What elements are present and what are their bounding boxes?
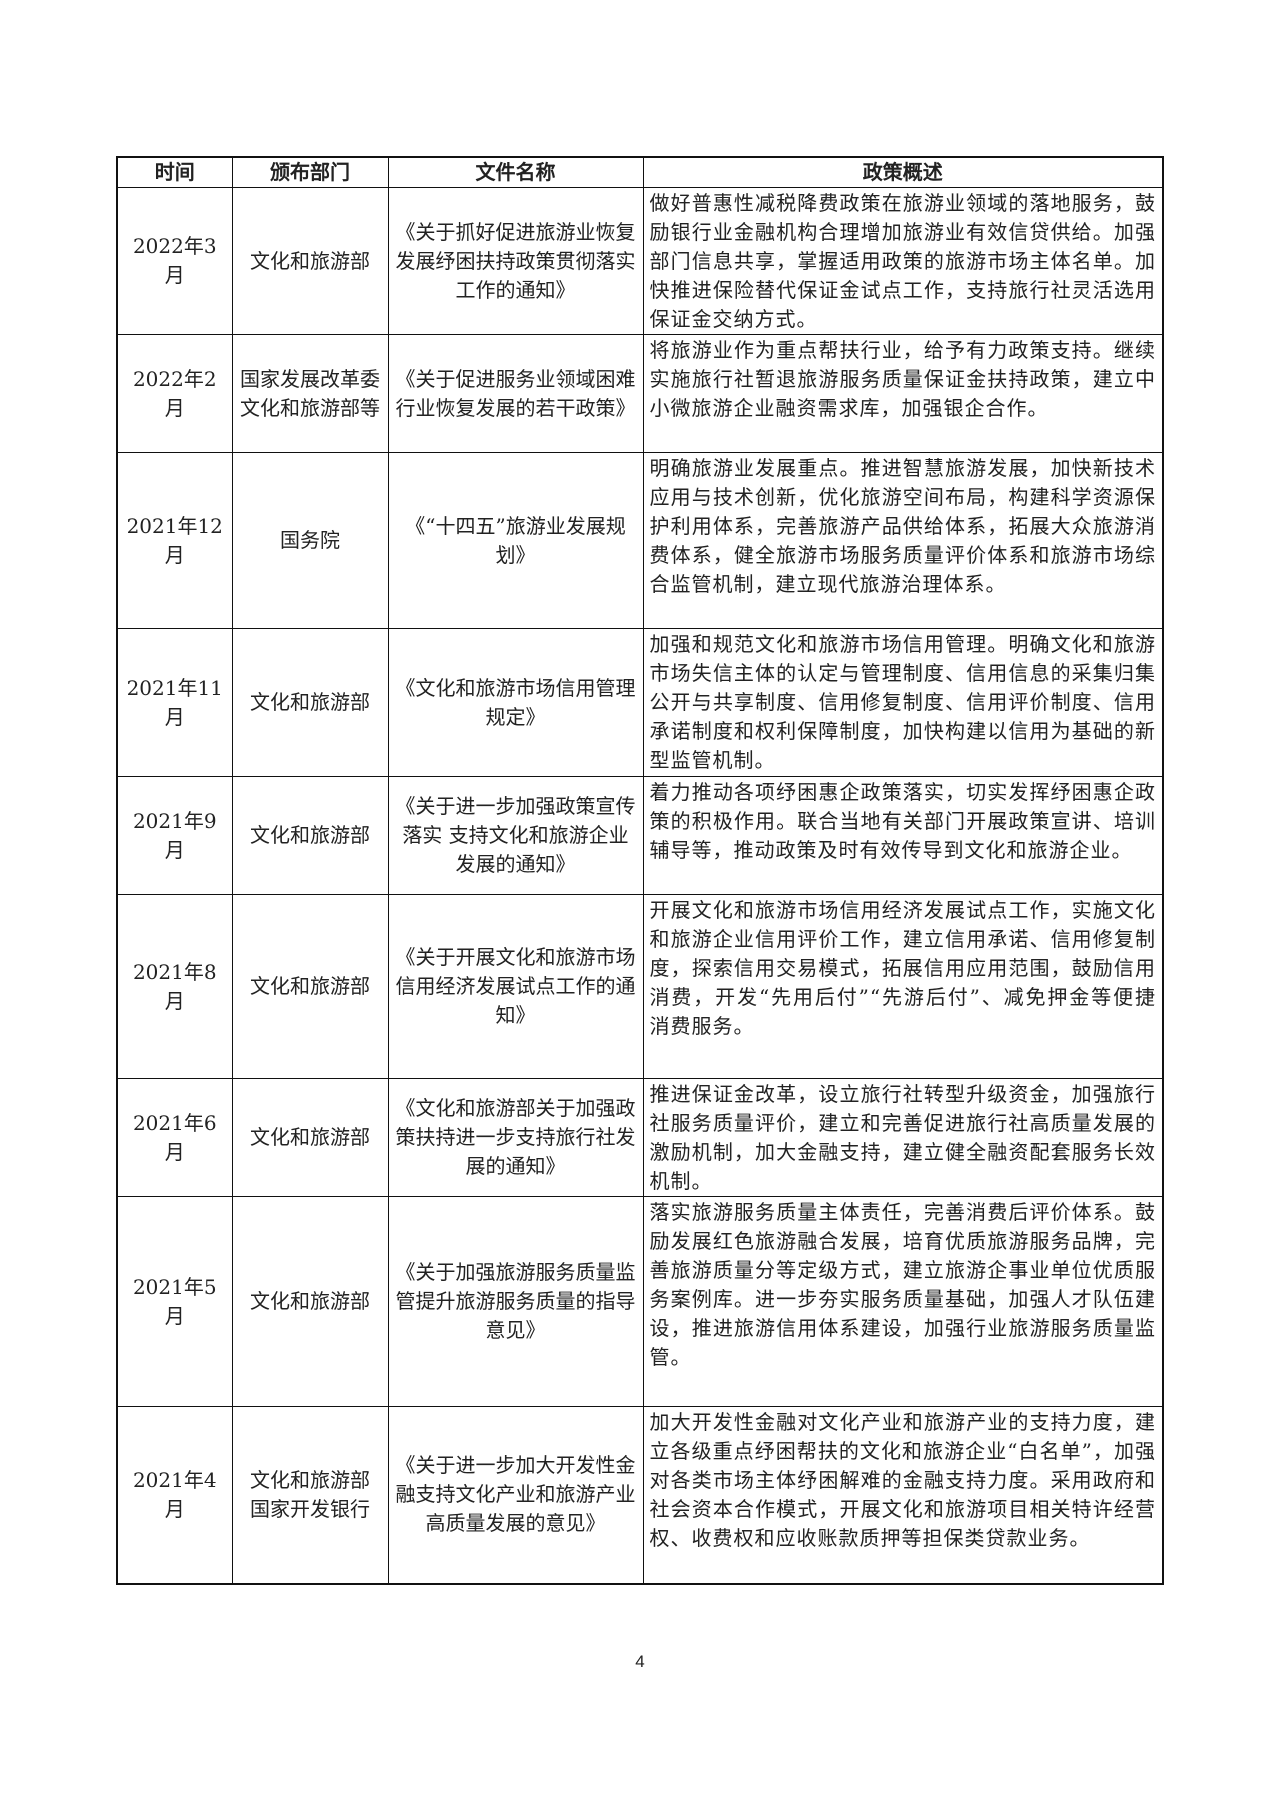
row-summary: 开展文化和旅游市场信用经济发展试点工作，实施文化和旅游企业信用评价工作，建立信用…: [642, 894, 1164, 1079]
table-row: 2021年8月 文化和旅游部 《关于开展文化和旅游市场信用经济发展试点工作的通知》开…: [116, 894, 1164, 1079]
page-number: 4: [635, 1652, 645, 1671]
row-department: 文化和旅游部: [231, 1196, 389, 1407]
row-summary: 加大开发性金融对文化产业和旅游产业的支持力度，建立各级重点纾困帮扶的文化和旅游企…: [642, 1406, 1164, 1584]
row-department: 文化和旅游部: [231, 894, 389, 1079]
table-row: 2022年2月 国家发展改革委 文化和旅游部等 《关于促进服务业领域困难行业恢复发展…: [116, 334, 1164, 453]
table-row: 2022年3月 文化和旅游部 《关于抓好促进旅游业恢复发展纾困扶持政策贯彻落实工作的…: [116, 187, 1164, 335]
row-document: 《关于进一步加强政策宣传落实 支持文化和旅游企业发展的通知》: [387, 776, 644, 895]
row-summary: 着力推动各项纾困惠企政策落实，切实发挥纾困惠企政策的积极作用。联合当地有关部门开…: [642, 776, 1164, 895]
row-department: 文化和旅游部 国家开发银行: [231, 1406, 389, 1584]
table-row: 2021年5月 文化和旅游部 《关于加强旅游服务质量监管提升旅游服务质量的指导意见》…: [116, 1196, 1164, 1407]
row-summary: 落实旅游服务质量主体责任，完善消费后评价体系。鼓励发展红色旅游融合发展，培育优质…: [642, 1196, 1164, 1407]
row-department: 国家发展改革委 文化和旅游部等: [231, 334, 389, 453]
header-document: 文件名称: [387, 156, 644, 188]
table-row: 2021年12月 国务院 《“十四五”旅游业发展规划》 明确旅游业发展重点。推进智慧旅…: [116, 452, 1164, 629]
row-time: 2021年6月: [116, 1078, 233, 1197]
row-summary: 加强和规范文化和旅游市场信用管理。明确文化和旅游市场失信主体的认定与管理制度、信…: [642, 628, 1164, 777]
row-time: 2022年3月: [116, 187, 233, 335]
row-summary: 做好普惠性减税降费政策在旅游业领域的落地服务，鼓励银行业金融机构合理增加旅游业有…: [642, 187, 1164, 335]
row-time: 2022年2月: [116, 334, 233, 453]
row-document: 《关于抓好促进旅游业恢复发展纾困扶持政策贯彻落实工作的通知》: [387, 187, 644, 335]
row-document: 《关于开展文化和旅游市场信用经济发展试点工作的通知》: [387, 894, 644, 1079]
header-summary: 政策概述: [642, 156, 1164, 188]
row-time: 2021年4月: [116, 1406, 233, 1584]
row-summary: 将旅游业作为重点帮扶行业，给予有力政策支持。继续实施旅行社暂退旅游服务质量保证金…: [642, 334, 1164, 453]
table-row: 2021年6月 文化和旅游部 《文化和旅游部关于加强政策扶持进一步支持旅行社发展的通…: [116, 1078, 1164, 1197]
row-department: 国务院: [231, 452, 389, 629]
table-row: 2021年11月 文化和旅游部 《文化和旅游市场信用管理规定》 加强和规范文化和旅游市…: [116, 628, 1164, 777]
row-time: 2021年9月: [116, 776, 233, 895]
row-department: 文化和旅游部: [231, 776, 389, 895]
row-document: 《关于进一步加大开发性金融支持文化产业和旅游产业高质量发展的意见》: [387, 1406, 644, 1584]
row-time: 2021年11月: [116, 628, 233, 777]
header-time: 时间: [116, 156, 233, 188]
row-summary: 明确旅游业发展重点。推进智慧旅游发展，加快新技术应用与技术创新，优化旅游空间布局…: [642, 452, 1164, 629]
row-department: 文化和旅游部: [231, 187, 389, 335]
row-document: 《关于加强旅游服务质量监管提升旅游服务质量的指导意见》: [387, 1196, 644, 1407]
row-summary: 推进保证金改革，设立旅行社转型升级资金，加强旅行社服务质量评价，建立和完善促进旅…: [642, 1078, 1164, 1197]
row-document: 《“十四五”旅游业发展规划》: [387, 452, 644, 629]
row-department: 文化和旅游部: [231, 1078, 389, 1197]
row-time: 2021年8月: [116, 894, 233, 1079]
header-department: 颁布部门: [231, 156, 389, 188]
table-row: 2021年4月 文化和旅游部 国家开发银行 《关于进一步加大开发性金融支持文化产业和…: [116, 1406, 1164, 1584]
row-document: 《文化和旅游部关于加强政策扶持进一步支持旅行社发展的通知》: [387, 1078, 644, 1197]
policy-table: 时间 颁布部门 文件名称 政策概述 2022年3月 文化和旅游部 《关于抓好促进旅游…: [116, 156, 1164, 1585]
row-department: 文化和旅游部: [231, 628, 389, 777]
row-document: 《关于促进服务业领域困难行业恢复发展的若干政策》: [387, 334, 644, 453]
row-time: 2021年12月: [116, 452, 233, 629]
row-time: 2021年5月: [116, 1196, 233, 1407]
row-document: 《文化和旅游市场信用管理规定》: [387, 628, 644, 777]
table-header-row: 时间 颁布部门 文件名称 政策概述: [116, 156, 1164, 188]
table-row: 2021年9月 文化和旅游部 《关于进一步加强政策宣传落实 支持文化和旅游企业发展的…: [116, 776, 1164, 895]
